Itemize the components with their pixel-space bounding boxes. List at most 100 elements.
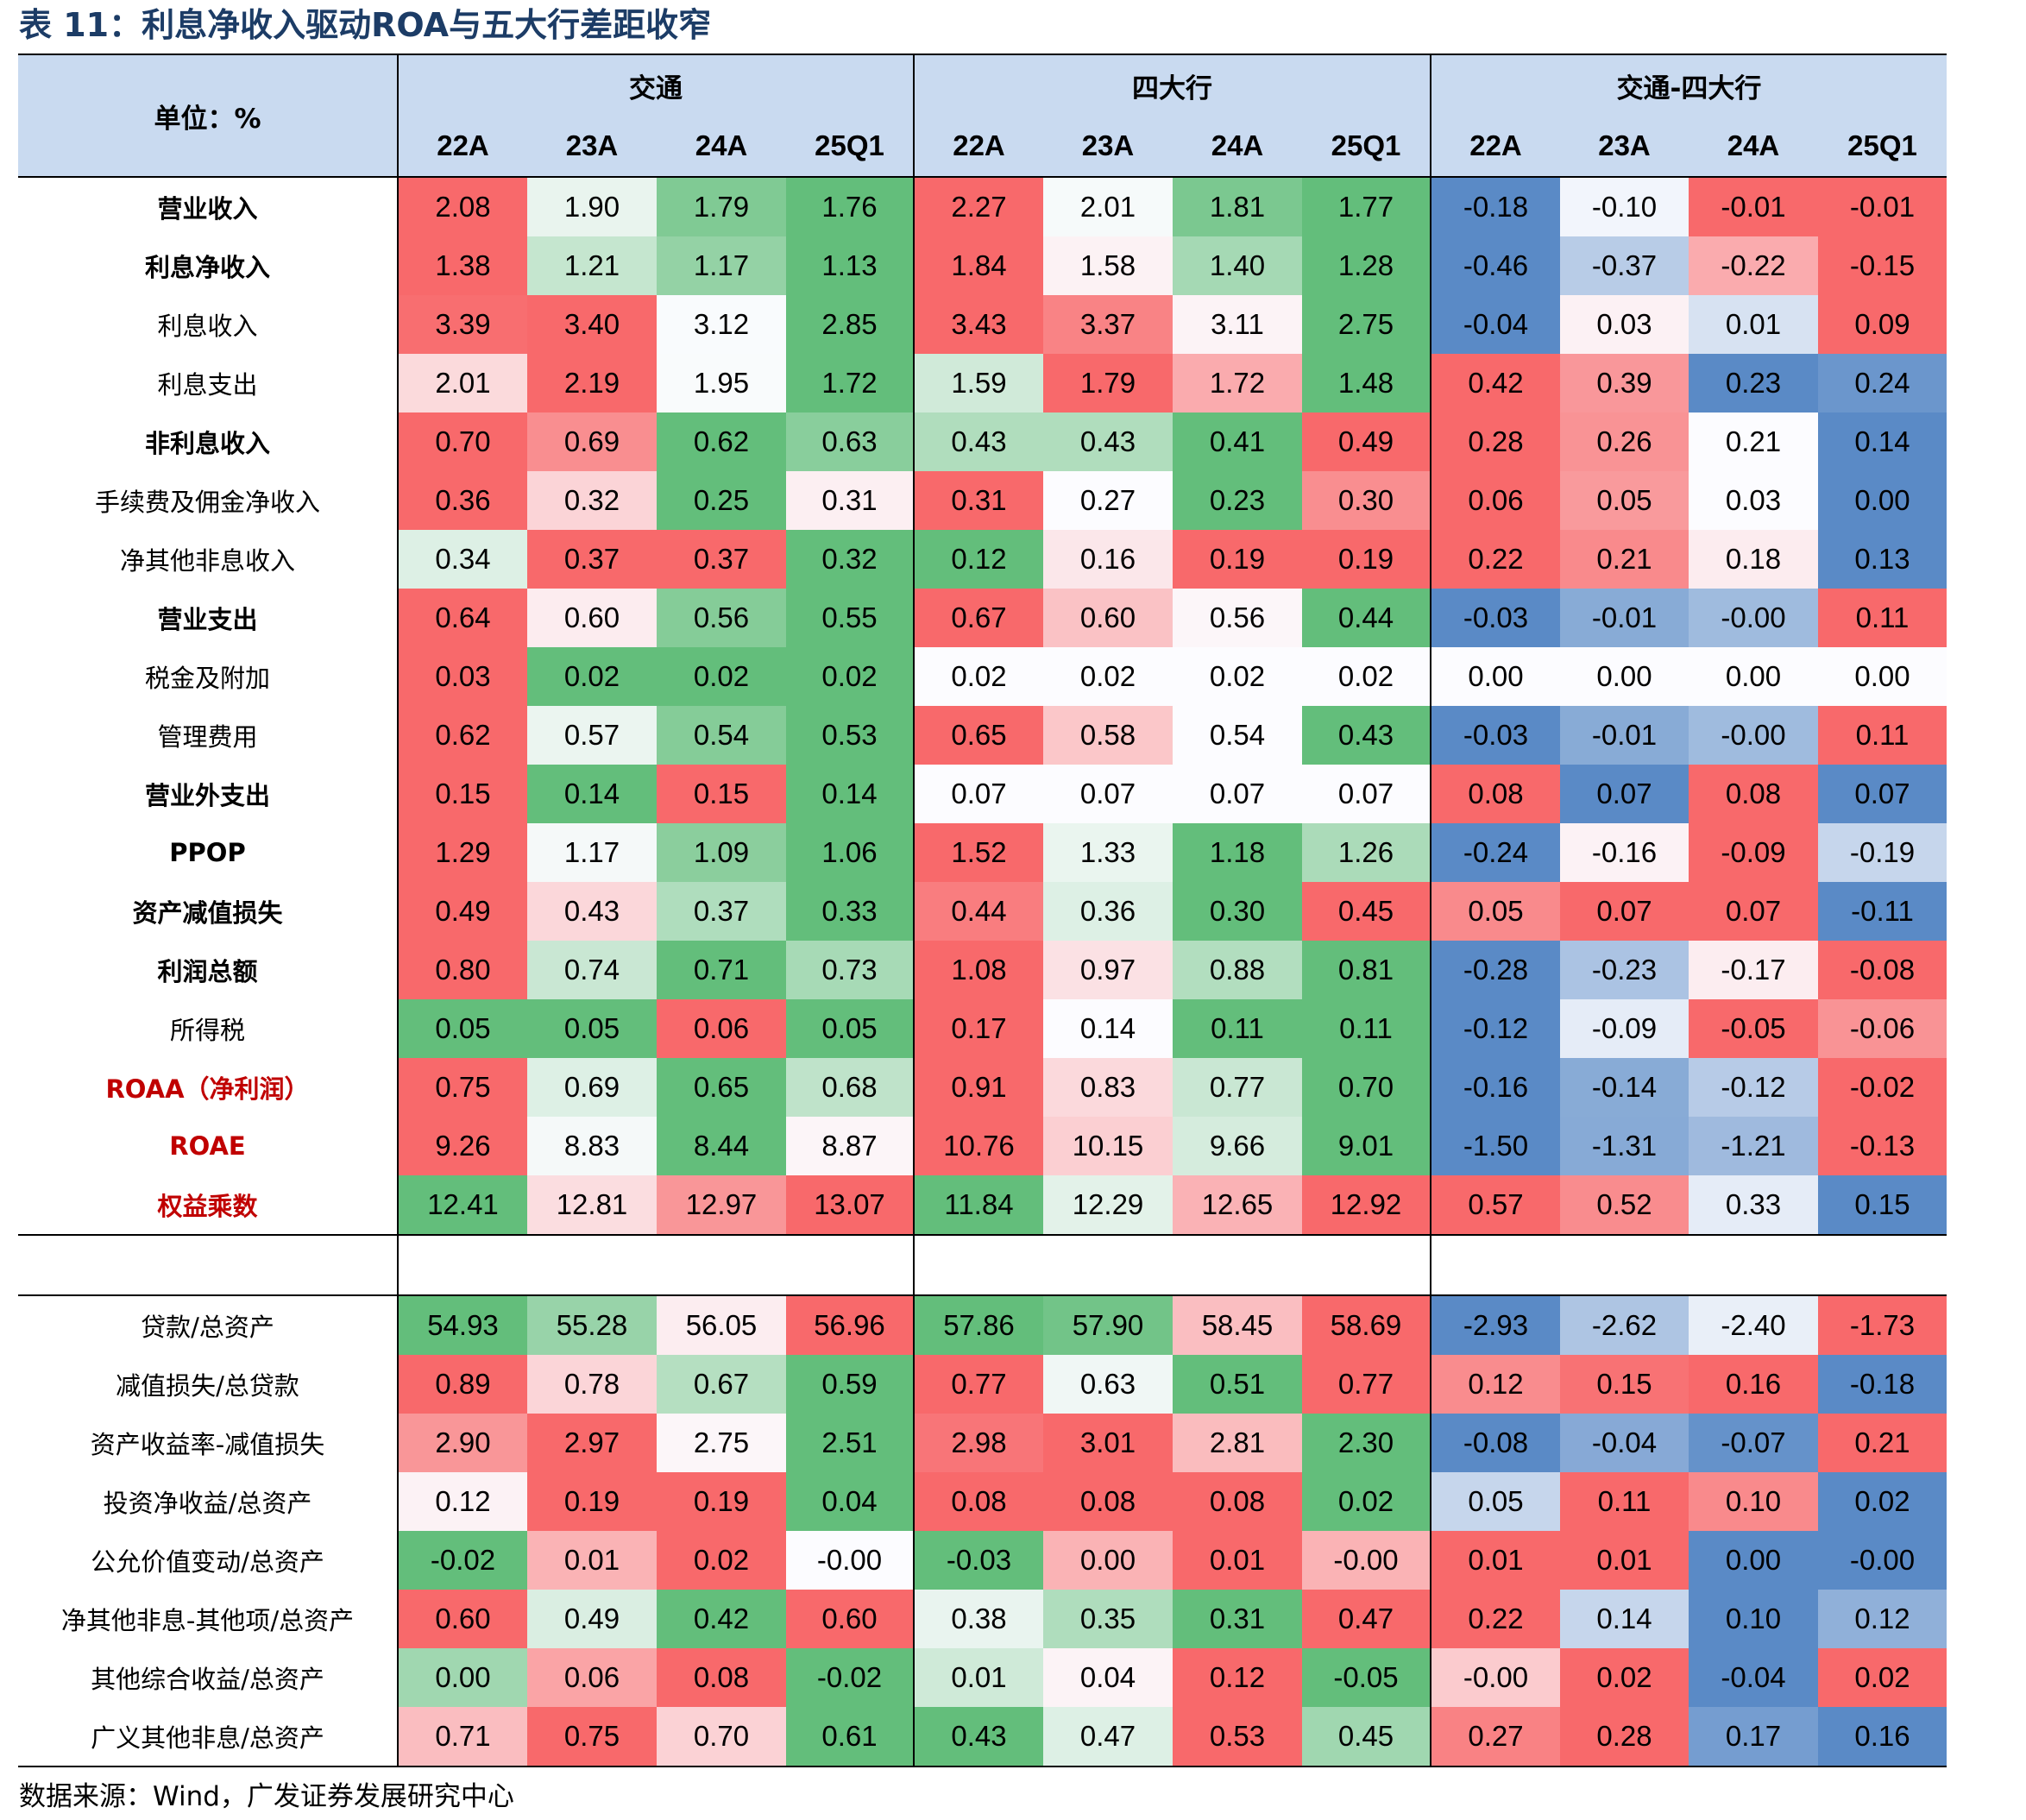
value-cell: 0.01 bbox=[1173, 1531, 1302, 1590]
value-cell: 0.49 bbox=[1302, 412, 1431, 471]
value-cell: 0.53 bbox=[786, 706, 914, 765]
row-label: 净其他非息-其他项/总资产 bbox=[18, 1590, 399, 1648]
value-cell: 1.40 bbox=[1173, 236, 1302, 295]
value-cell: -0.15 bbox=[1818, 236, 1947, 295]
value-cell: 0.70 bbox=[657, 1707, 786, 1767]
row-label: ROAA（净利润） bbox=[18, 1058, 399, 1117]
value-cell: -0.09 bbox=[1560, 999, 1689, 1058]
value-cell: 0.43 bbox=[1043, 412, 1173, 471]
value-cell: 0.11 bbox=[1818, 589, 1947, 647]
value-cell: 0.80 bbox=[398, 941, 527, 999]
value-cell: -0.18 bbox=[1430, 176, 1560, 236]
value-cell: 0.75 bbox=[527, 1707, 657, 1767]
value-cell: 0.11 bbox=[1560, 1472, 1689, 1531]
value-cell: 0.02 bbox=[1560, 1648, 1689, 1707]
value-cell: 3.37 bbox=[1043, 295, 1173, 354]
value-cell: 0.60 bbox=[1043, 589, 1173, 647]
value-cell: -0.22 bbox=[1689, 236, 1818, 295]
value-cell: 2.75 bbox=[657, 1414, 786, 1472]
value-cell: -0.04 bbox=[1430, 295, 1560, 354]
period-header: 23A bbox=[1043, 116, 1173, 178]
value-cell: -0.09 bbox=[1689, 823, 1818, 882]
table-section-profitability: 营业收入 2.08 1.90 1.79 1.76 2.27 2.01 1.81 1.77 -0.1… bbox=[18, 176, 1947, 1236]
value-cell: 1.33 bbox=[1043, 823, 1173, 882]
value-cell: 0.15 bbox=[398, 765, 527, 823]
value-cell: 0.23 bbox=[1173, 471, 1302, 530]
value-cell: -0.46 bbox=[1430, 236, 1560, 295]
value-cell: 0.70 bbox=[1302, 1058, 1431, 1117]
table-row: ROAE 9.26 8.83 8.44 8.87 10.76 10.15 9.66 9.01 -1… bbox=[18, 1117, 1947, 1175]
value-cell: 0.49 bbox=[398, 882, 527, 941]
value-cell: 0.16 bbox=[1818, 1707, 1947, 1767]
value-cell: 0.19 bbox=[657, 1472, 786, 1531]
value-cell: 2.98 bbox=[913, 1414, 1043, 1472]
header-period-row: 22A 23A 24A 25Q1 22A 23A 24A 25Q1 22A 23A 24A 25Q1 bbox=[18, 116, 1947, 178]
value-cell: 0.07 bbox=[1560, 882, 1689, 941]
value-cell: 1.95 bbox=[657, 354, 786, 412]
value-cell: 0.63 bbox=[786, 412, 914, 471]
table-row: 非利息收入 0.70 0.69 0.62 0.63 0.43 0.43 0.41 0.49 0.2… bbox=[18, 412, 1947, 471]
value-cell: 0.38 bbox=[913, 1590, 1043, 1648]
value-cell: 0.07 bbox=[1173, 765, 1302, 823]
value-cell: 0.00 bbox=[1560, 647, 1689, 706]
table-row: 所得税 0.05 0.05 0.06 0.05 0.17 0.14 0.11 0.11 -0.12… bbox=[18, 999, 1947, 1058]
value-cell: 1.77 bbox=[1302, 176, 1431, 236]
row-label: PPOP bbox=[18, 823, 399, 882]
value-cell: -0.05 bbox=[1689, 999, 1818, 1058]
table-row: 管理费用 0.62 0.57 0.54 0.53 0.65 0.58 0.54 0.43 -0.0… bbox=[18, 706, 1947, 765]
value-cell: 2.81 bbox=[1173, 1414, 1302, 1472]
row-label: ROAE bbox=[18, 1117, 399, 1175]
value-cell: 13.07 bbox=[786, 1175, 914, 1236]
row-label: 其他综合收益/总资产 bbox=[18, 1648, 399, 1707]
value-cell: 0.12 bbox=[398, 1472, 527, 1531]
value-cell: -0.28 bbox=[1430, 941, 1560, 999]
value-cell: -0.03 bbox=[913, 1531, 1043, 1590]
value-cell: 0.33 bbox=[1689, 1175, 1818, 1236]
table-row: 减值损失/总贷款 0.89 0.78 0.67 0.59 0.77 0.63 0.51 0.77… bbox=[18, 1355, 1947, 1414]
value-cell: -0.12 bbox=[1430, 999, 1560, 1058]
value-cell: 1.72 bbox=[786, 354, 914, 412]
value-cell: 0.12 bbox=[1173, 1648, 1302, 1707]
value-cell: 58.69 bbox=[1302, 1295, 1431, 1355]
unit-label: 单位：% bbox=[18, 54, 399, 177]
value-cell: 1.90 bbox=[527, 176, 657, 236]
row-label: 资产收益率-减值损失 bbox=[18, 1414, 399, 1472]
value-cell: 0.44 bbox=[1302, 589, 1431, 647]
row-label: 营业支出 bbox=[18, 589, 399, 647]
value-cell: 0.05 bbox=[1560, 471, 1689, 530]
value-cell: 0.05 bbox=[527, 999, 657, 1058]
value-cell: 1.09 bbox=[657, 823, 786, 882]
value-cell: 0.30 bbox=[1302, 471, 1431, 530]
value-cell: 0.03 bbox=[1560, 295, 1689, 354]
value-cell: -2.93 bbox=[1430, 1295, 1560, 1355]
spacer-cell bbox=[1430, 1234, 1947, 1296]
value-cell: 0.11 bbox=[1173, 999, 1302, 1058]
value-cell: 8.44 bbox=[657, 1117, 786, 1175]
row-label: 资产减值损失 bbox=[18, 882, 399, 941]
value-cell: 0.37 bbox=[657, 530, 786, 589]
value-cell: 0.11 bbox=[1302, 999, 1431, 1058]
value-cell: 0.77 bbox=[1173, 1058, 1302, 1117]
value-cell: 3.40 bbox=[527, 295, 657, 354]
value-cell: 1.72 bbox=[1173, 354, 1302, 412]
value-cell: 0.00 bbox=[1043, 1531, 1173, 1590]
value-cell: -0.01 bbox=[1560, 706, 1689, 765]
value-cell: 0.49 bbox=[527, 1590, 657, 1648]
value-cell: 2.08 bbox=[398, 176, 527, 236]
value-cell: 0.15 bbox=[657, 765, 786, 823]
value-cell: 1.18 bbox=[1173, 823, 1302, 882]
value-cell: -0.00 bbox=[1302, 1531, 1431, 1590]
value-cell: 0.15 bbox=[1560, 1355, 1689, 1414]
value-cell: 0.09 bbox=[1818, 295, 1947, 354]
value-cell: 0.26 bbox=[1560, 412, 1689, 471]
value-cell: 0.31 bbox=[913, 471, 1043, 530]
value-cell: 0.60 bbox=[527, 589, 657, 647]
value-cell: 0.21 bbox=[1560, 530, 1689, 589]
value-cell: 0.73 bbox=[786, 941, 914, 999]
value-cell: 0.16 bbox=[1689, 1355, 1818, 1414]
value-cell: 0.01 bbox=[913, 1648, 1043, 1707]
table-row: 公允价值变动/总资产 -0.02 0.01 0.02 -0.00 -0.03 0.00 0.0… bbox=[18, 1531, 1947, 1590]
period-header: 23A bbox=[527, 116, 657, 178]
value-cell: -0.03 bbox=[1430, 706, 1560, 765]
value-cell: 0.03 bbox=[1689, 471, 1818, 530]
